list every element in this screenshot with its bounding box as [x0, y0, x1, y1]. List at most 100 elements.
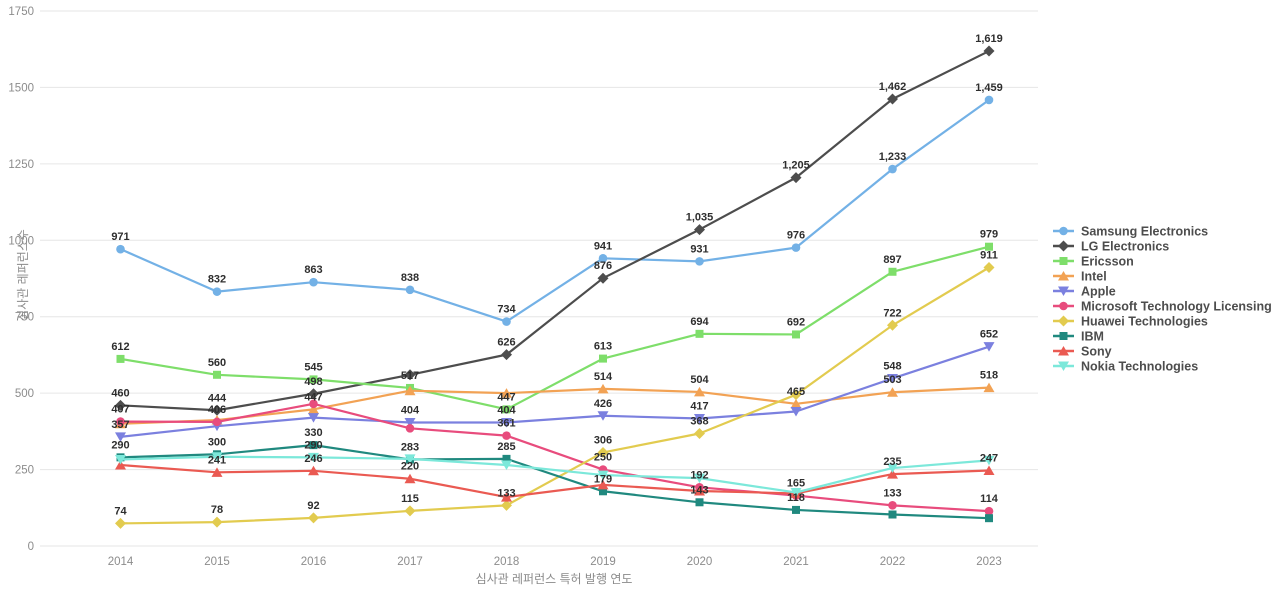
data-label-samsung-electronics-2020: 931 — [690, 243, 708, 255]
legend-label-apple: Apple — [1081, 285, 1116, 299]
legend-label-ericsson: Ericsson — [1081, 255, 1134, 269]
data-label-microsoft-technology-licensing-2019: 250 — [594, 452, 612, 464]
data-point-microsoft-technology-licensing-2017 — [405, 424, 415, 433]
legend-marker-apple — [1058, 286, 1069, 296]
data-point-ibm-2019 — [599, 487, 607, 496]
data-point-labels: 971 832 863 838 734 941 931 976 1,233 1,459 460 444… — [111, 33, 1002, 517]
data-point-lg-electronics-2014 — [115, 399, 126, 411]
data-label-lg-electronics-2016: 498 — [304, 376, 322, 388]
data-point-microsoft-technology-licensing-2023 — [984, 506, 994, 516]
data-point-ericsson-2018 — [502, 405, 511, 414]
data-point-lg-electronics-2020 — [694, 224, 705, 236]
data-point-apple-2021 — [790, 406, 802, 417]
data-label-huawei-technologies-2022: 722 — [883, 307, 901, 319]
y-tick-250: 250 — [15, 465, 34, 477]
data-point-microsoft-technology-licensing-2015 — [212, 417, 222, 427]
data-point-nokia-technologies-2016 — [308, 452, 319, 463]
data-label-lg-electronics-2014: 460 — [111, 387, 129, 399]
legend-item-ibm[interactable]: IBM — [1053, 330, 1104, 344]
data-label-huawei-technologies-2020: 368 — [690, 415, 708, 427]
series-nokia-technologies — [115, 452, 995, 498]
y-tick-500: 500 — [15, 388, 34, 400]
data-point-huawei-technologies-2014 — [115, 517, 126, 529]
data-point-sony-2018 — [501, 492, 512, 502]
data-point-microsoft-technology-licensing-2018 — [502, 431, 511, 440]
legend-label-ibm: IBM — [1081, 330, 1104, 344]
series-line-intel — [119, 386, 991, 425]
legend-marker-microsoft-technology-licensing — [1059, 301, 1068, 311]
legend-item-intel[interactable]: Intel — [1053, 270, 1107, 284]
data-label-apple-2017: 404 — [401, 404, 420, 416]
data-label-ericsson-2014: 612 — [111, 341, 129, 353]
legend-item-samsung-electronics[interactable]: Samsung Electronics — [1053, 225, 1208, 239]
data-label-microsoft-technology-licensing-2023: 114 — [980, 493, 999, 505]
series-sony — [115, 459, 995, 502]
data-label-ibm-2014: 290 — [111, 439, 129, 451]
data-label-lg-electronics-2018: 626 — [497, 337, 515, 349]
data-label-samsung-electronics-2015: 832 — [208, 274, 226, 286]
data-point-ericsson-2015 — [213, 370, 221, 379]
data-point-ericsson-2022 — [888, 267, 897, 276]
data-point-intel-2017 — [404, 385, 416, 396]
data-point-samsung-electronics-2018 — [502, 317, 511, 326]
legend-item-nokia-technologies[interactable]: Nokia Technologies — [1053, 360, 1198, 374]
legend-item-apple[interactable]: Apple — [1053, 285, 1116, 299]
data-point-microsoft-technology-licensing-2014 — [116, 417, 125, 426]
data-label-lg-electronics-2021: 1,205 — [782, 160, 810, 172]
legend-marker-ibm — [1059, 332, 1068, 340]
data-point-apple-2020 — [694, 414, 705, 424]
data-label-ibm-2018: 285 — [497, 441, 515, 453]
data-label-ericsson-2022: 897 — [883, 254, 901, 266]
data-label-sony-2023: 247 — [980, 452, 998, 464]
data-label-ericsson-2018: 447 — [497, 391, 515, 403]
data-point-sony-2022 — [887, 469, 898, 479]
data-label-ericsson-2020: 694 — [690, 316, 709, 328]
legend-item-microsoft-technology-licensing[interactable]: Microsoft Technology Licensing — [1053, 300, 1272, 314]
data-point-microsoft-technology-licensing-2022 — [888, 501, 897, 510]
data-label-lg-electronics-2019: 876 — [594, 260, 612, 272]
data-label-ibm-2017: 283 — [401, 441, 419, 453]
data-label-intel-2016: 447 — [304, 391, 322, 403]
data-label-huawei-technologies-2017: 115 — [401, 493, 419, 505]
legend-item-huawei-technologies[interactable]: Huawei Technologies — [1053, 315, 1208, 329]
y-tick-1500: 1500 — [8, 82, 34, 94]
data-label-samsung-electronics-2023: 1,459 — [975, 82, 1003, 94]
data-label-samsung-electronics-2016: 863 — [304, 264, 322, 276]
data-point-huawei-technologies-2019 — [597, 446, 609, 458]
data-label-intel-2020: 504 — [690, 374, 709, 386]
data-label-sony-2022: 235 — [883, 456, 901, 468]
legend-label-nokia-technologies: Nokia Technologies — [1081, 360, 1198, 374]
x-tick-2023: 2023 — [976, 556, 1002, 568]
data-point-intel-2020 — [694, 386, 705, 397]
legend-item-ericsson[interactable]: Ericsson — [1053, 255, 1134, 269]
data-label-ibm-2016: 330 — [304, 427, 322, 439]
data-point-ericsson-2023 — [985, 242, 993, 251]
series-line-samsung-electronics — [119, 98, 991, 323]
data-label-huawei-technologies-2016: 92 — [307, 500, 319, 512]
x-axis-ticks: 2014 2015 2016 2017 2018 2019 2020 2021 2022 2023 — [108, 556, 1002, 568]
series-line-lg-electronics — [119, 49, 991, 412]
data-point-ibm-2023 — [985, 514, 993, 523]
data-point-lg-electronics-2021 — [790, 172, 802, 184]
data-label-intel-2021: 465 — [787, 386, 805, 398]
legend-item-lg-electronics[interactable]: LG Electronics — [1053, 240, 1169, 254]
series-line-apple — [119, 345, 991, 438]
data-point-sony-2020 — [694, 485, 705, 496]
data-label-sony-2017: 220 — [401, 461, 419, 473]
data-label-ericsson-2016: 545 — [304, 361, 322, 373]
series-huawei-technologies — [115, 261, 995, 529]
data-point-samsung-electronics-2022 — [888, 164, 897, 174]
legend-item-sony[interactable]: Sony — [1053, 345, 1112, 359]
data-point-apple-2017 — [404, 417, 416, 428]
data-label-apple-2022: 548 — [883, 360, 901, 372]
data-point-samsung-electronics-2020 — [695, 257, 704, 266]
data-label-microsoft-technology-licensing-2015: 406 — [208, 404, 226, 416]
series-lines — [115, 45, 995, 529]
x-tick-2021: 2021 — [783, 556, 809, 568]
data-point-samsung-electronics-2023 — [984, 95, 994, 105]
data-point-microsoft-technology-licensing-2016 — [309, 399, 318, 409]
data-point-samsung-electronics-2015 — [212, 287, 222, 296]
data-point-ibm-2021 — [792, 505, 800, 514]
